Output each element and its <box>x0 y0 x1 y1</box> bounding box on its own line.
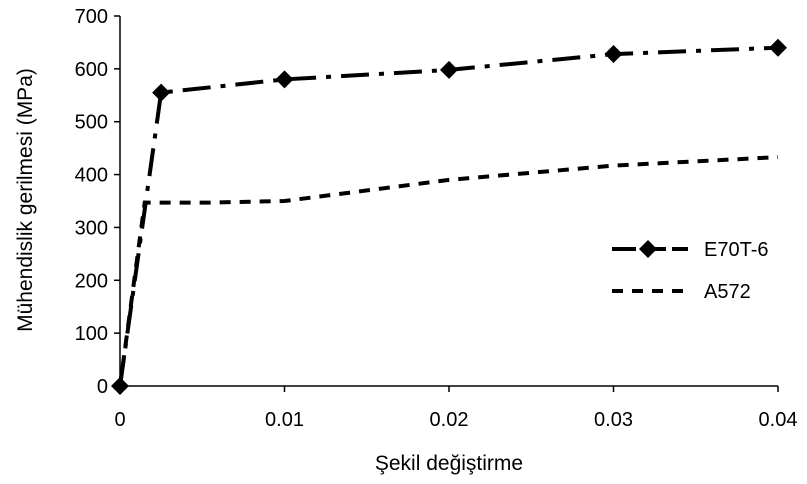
x-ticks: 0 0.01 0.02 0.03 0.04 <box>114 386 797 431</box>
y-tick-label: 500 <box>75 112 108 134</box>
x-tick-label: 0.01 <box>265 409 304 431</box>
x-axis-title: Şekil değiştirme <box>375 452 523 475</box>
x-tick-label: 0.03 <box>594 409 633 431</box>
series-layer <box>111 38 787 395</box>
y-tick-label: 300 <box>75 217 108 239</box>
series-line-e70t-6 <box>118 45 779 387</box>
y-tick-label: 100 <box>75 323 108 345</box>
series-line-a572 <box>118 155 779 387</box>
data-point <box>604 45 623 64</box>
y-tick-label: 400 <box>75 165 108 187</box>
y-tick-label: 700 <box>75 6 108 28</box>
legend-label: E70T-6 <box>704 239 768 261</box>
data-point <box>152 83 171 102</box>
plot-area: 0 100 200 300 400 500 600 700 0 0.01 0.02 0.03 0.04 <box>75 6 798 431</box>
legend-label: A572 <box>704 281 751 303</box>
x-tick-label: 0.04 <box>759 409 798 431</box>
x-tick-label: 0 <box>114 409 125 431</box>
legend-marker <box>639 240 657 258</box>
legend: E70T-6 A572 <box>612 239 768 303</box>
y-tick-label: 200 <box>75 270 108 292</box>
y-tick-label: 0 <box>97 376 108 398</box>
y-axis-title: Mühendislik gerilmesi (MPa) <box>14 68 37 332</box>
y-tick-label: 600 <box>75 59 108 81</box>
x-tick-label: 0.02 <box>430 409 469 431</box>
data-point <box>769 38 787 57</box>
data-point <box>275 70 294 89</box>
data-point <box>440 60 458 79</box>
y-ticks: 0 100 200 300 400 500 600 700 <box>75 6 120 398</box>
